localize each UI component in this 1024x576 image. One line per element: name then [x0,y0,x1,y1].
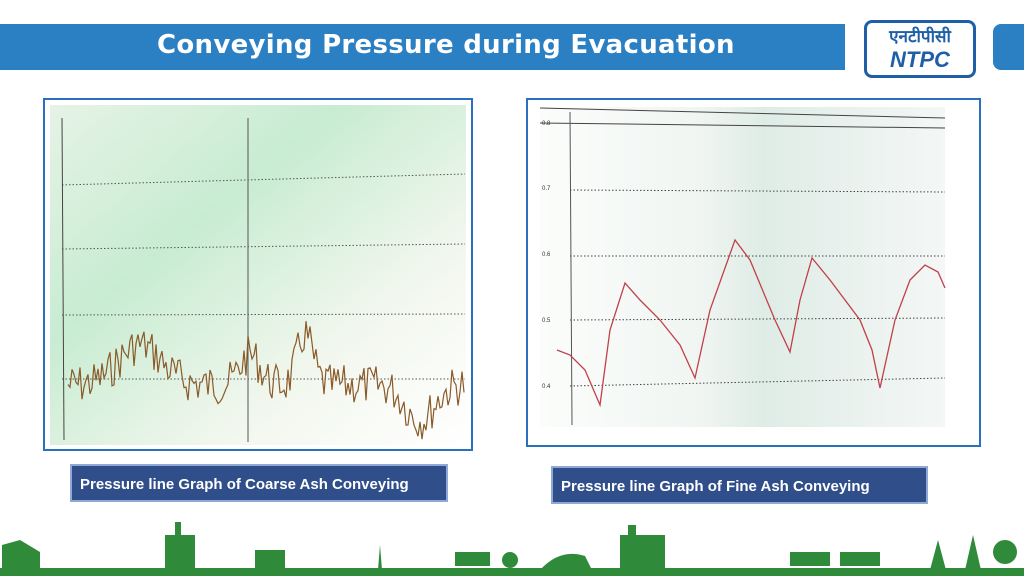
graph-photo [540,107,945,427]
logo: एनटीपीसी NTPC [864,20,976,78]
axis-label: 0.6 [542,252,551,258]
axis-label: 0.5 [542,318,551,324]
graph-photo [50,105,466,445]
footer-silhouettes [0,522,1024,576]
trace [67,321,465,440]
corner-tab [993,24,1024,70]
axis-label: 0.4 [542,384,551,390]
title-bar [0,24,845,70]
slide-title: Conveying Pressure during Evacuation [157,30,735,60]
logo-hindi: एनटीपीसी [889,27,951,47]
figure-caption: Pressure line Graph of Fine Ash Conveyin… [551,466,928,504]
figure-caption: Pressure line Graph of Coarse Ash Convey… [70,464,448,502]
trace [556,238,946,408]
logo-english: NTPC [890,47,950,72]
axis-label: 0.7 [542,186,551,192]
axis-label: 0.8 [542,121,551,127]
